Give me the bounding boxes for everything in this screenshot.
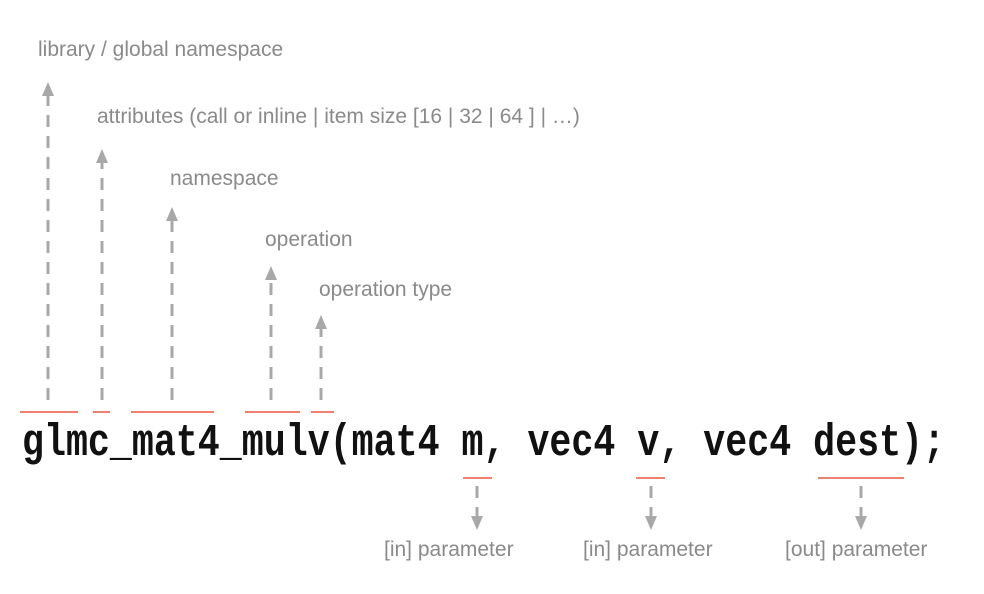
label-attributes: attributes (call or inline | item size [… [97, 105, 580, 128]
label-operation: operation [265, 228, 353, 251]
arrowhead-up-icon [42, 82, 54, 96]
label-library-namespace: library / global namespace [38, 38, 283, 61]
arrowhead-down-icon [855, 516, 867, 530]
arrowhead-up-icon [315, 315, 327, 329]
label-operation-type: operation type [319, 278, 452, 301]
up-arrows [42, 82, 327, 400]
arrowhead-down-icon [471, 516, 483, 530]
arrowhead-up-icon [265, 266, 277, 280]
down-arrows [471, 486, 867, 530]
function-signature: glmc_mat4_mulv(mat4 m, vec4 v, vec4 dest… [22, 418, 945, 469]
label-in-parameter-m: [in] parameter [384, 538, 514, 561]
label-namespace: namespace [170, 167, 279, 190]
arrowhead-up-icon [96, 149, 108, 163]
label-out-parameter-dest: [out] parameter [785, 538, 927, 561]
label-in-parameter-v: [in] parameter [583, 538, 713, 561]
arrowhead-down-icon [645, 516, 657, 530]
arrowhead-up-icon [166, 207, 178, 221]
